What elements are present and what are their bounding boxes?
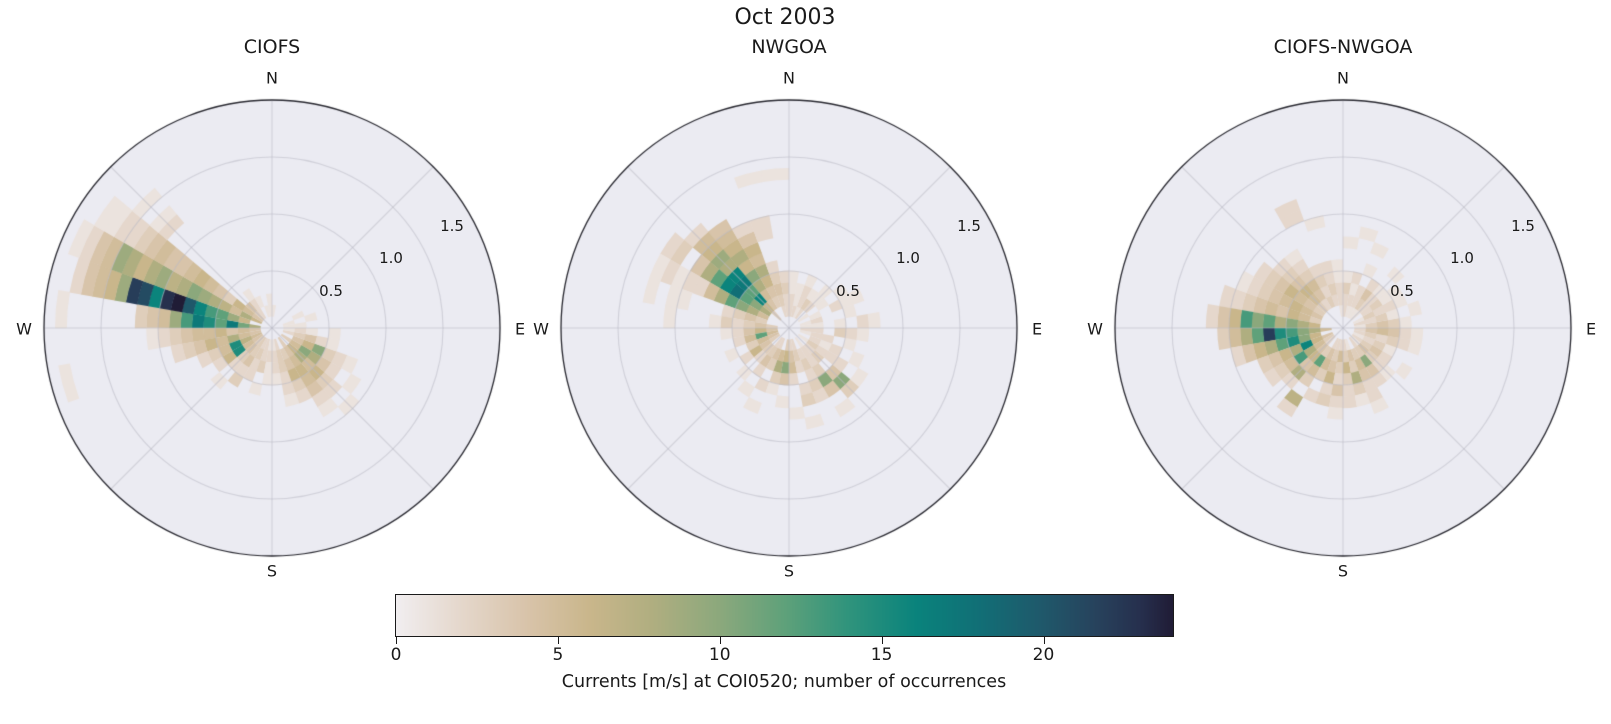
nwgoa-rose-canvas [549, 88, 1029, 568]
radial-tick-1.0: 1.0 [379, 249, 403, 267]
figure-suptitle: Oct 2003 [734, 5, 836, 30]
radial-tick-0.5: 0.5 [836, 282, 860, 300]
compass-west-label: W [1087, 319, 1103, 339]
polar-plot-nwgoa: N E S W 0.5 1.0 1.5 [533, 69, 1042, 581]
radial-tick-0.5: 0.5 [1390, 282, 1414, 300]
colorbar-tick [557, 637, 560, 644]
compass-east-label: E [1585, 319, 1597, 339]
ciofs-nwgoa-rose-canvas [1103, 88, 1583, 568]
radial-tick-1.5: 1.5 [1511, 217, 1535, 235]
colorbar-tick [396, 637, 398, 644]
colorbar-tick [881, 637, 884, 644]
compass-west-label: W [16, 319, 32, 339]
compass-west-label: W [533, 319, 549, 339]
compass-north-label: N [266, 68, 278, 88]
colorbar-tick-label: 0 [390, 645, 402, 665]
ciofs-rose-canvas [32, 88, 512, 568]
colorbar-tick-label: 10 [708, 645, 731, 665]
polar-plot-ciofs-nwgoa: N E S W 0.5 1.0 1.5 [1087, 69, 1596, 581]
compass-south-label: S [1337, 561, 1349, 581]
colorbar-tick-label: 20 [1032, 645, 1055, 665]
colorbar-tick-label: 15 [870, 645, 893, 665]
radial-tick-1.5: 1.5 [440, 217, 464, 235]
subplot-title-ciofs: CIOFS [243, 36, 301, 58]
colorbar-tick [1043, 637, 1045, 644]
polar-plot-ciofs: N E S W 0.5 1.0 1.5 [16, 69, 525, 581]
compass-north-label: N [783, 68, 795, 88]
radial-tick-0.5: 0.5 [319, 282, 343, 300]
colorbar-axis-label: Currents [m/s] at COI0520; number of occ… [561, 672, 1007, 692]
colorbar-tick [719, 637, 722, 644]
radial-tick-1.5: 1.5 [957, 217, 981, 235]
radial-tick-1.0: 1.0 [896, 249, 920, 267]
compass-north-label: N [1337, 68, 1349, 88]
compass-east-label: E [514, 319, 526, 339]
colorbar-tick-label: 5 [552, 645, 564, 665]
colorbar-gradient-canvas [395, 594, 1174, 637]
radial-tick-1.0: 1.0 [1450, 249, 1474, 267]
subplot-title-nwgoa: NWGOA [751, 36, 827, 58]
compass-south-label: S [266, 561, 278, 581]
compass-south-label: S [783, 561, 795, 581]
colorbar: 0 5 10 15 20 [391, 594, 1174, 665]
compass-east-label: E [1031, 319, 1043, 339]
subplot-title-ciofs-nwgoa: CIOFS-NWGOA [1273, 36, 1413, 58]
